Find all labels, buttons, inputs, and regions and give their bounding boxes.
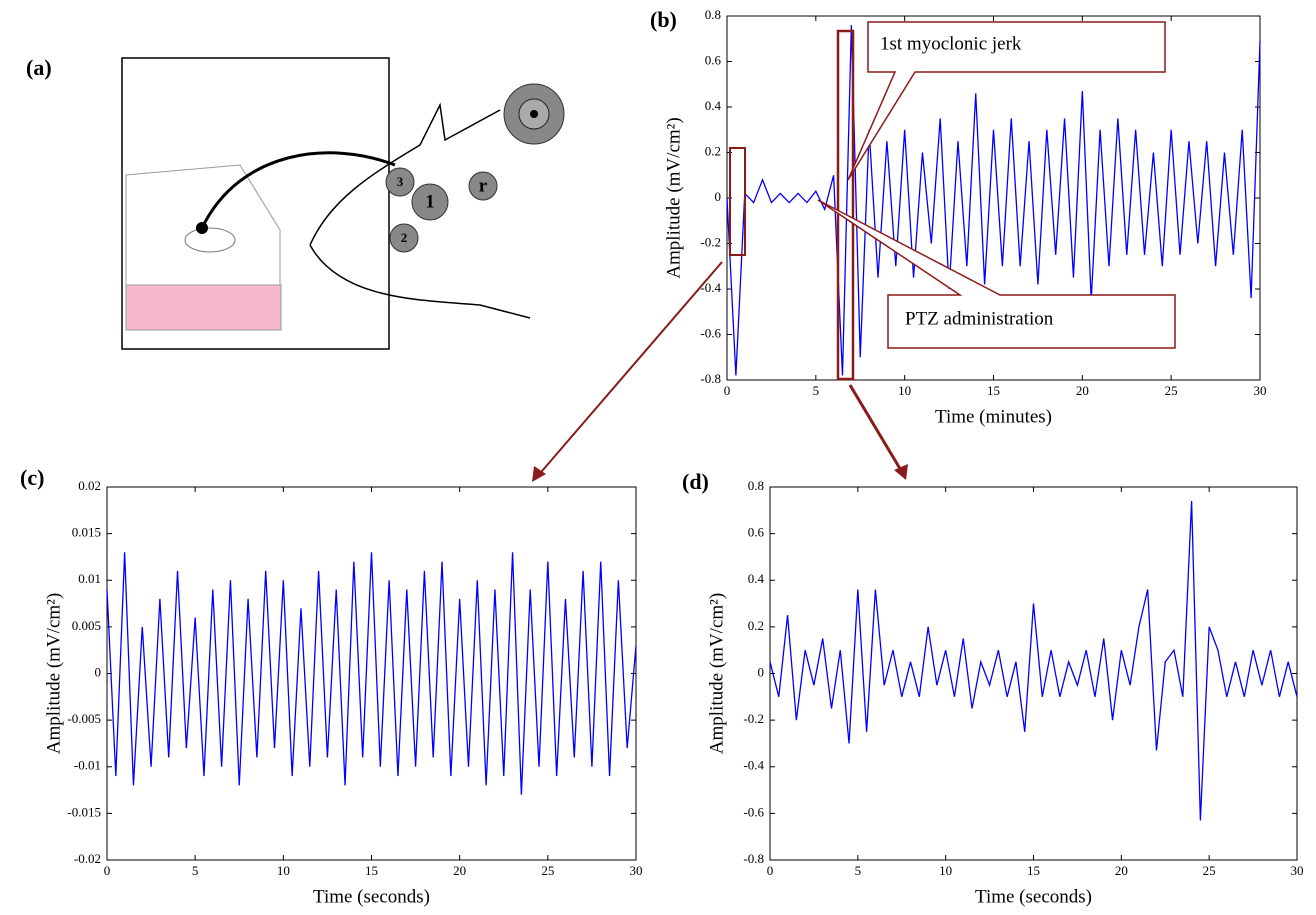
diagram-a: (a) 3 1 r 2 <box>26 55 565 350</box>
site-label: 3 <box>397 174 404 189</box>
annotations: 1st myoclonic jerk PTZ administration <box>532 21 1176 482</box>
electrode-site <box>389 223 419 253</box>
x-tick-label: 25 <box>1203 863 1216 878</box>
y-tick-label: -0.015 <box>67 804 101 819</box>
x-tick-label: 0 <box>104 863 111 878</box>
y-tick-label: 0 <box>758 664 765 679</box>
lead-wire <box>200 151 396 229</box>
y-tick-label: 0.2 <box>748 618 764 633</box>
site-label: 1 <box>425 191 435 212</box>
annotation: 1st myoclonic jerk <box>880 33 1022 54</box>
y-tick-label: 0.6 <box>705 52 722 67</box>
y-tick-label: -0.2 <box>700 234 721 249</box>
arrow-head <box>894 464 908 480</box>
panel-label: (d) <box>682 469 709 494</box>
zoom-arrow <box>848 384 904 473</box>
electrode-site <box>411 183 449 221</box>
cage <box>125 164 281 286</box>
y-axis-label: Amplitude (mV/cm²) <box>706 593 727 754</box>
y-tick-label: 0.02 <box>78 478 101 493</box>
y-tick-label: -0.6 <box>743 804 764 819</box>
y-tick-label: 0.8 <box>748 478 764 493</box>
x-axis-label: Time (seconds) <box>975 886 1092 907</box>
x-tick-label: 15 <box>987 383 1000 398</box>
x-tick-label: 25 <box>541 863 554 878</box>
y-tick-label: 0 <box>715 189 722 204</box>
y-tick-label: -0.4 <box>743 758 764 773</box>
y-axis-label: Amplitude (mV/cm²) <box>43 593 64 754</box>
y-tick-label: -0.005 <box>67 711 101 726</box>
x-tick-label: 20 <box>1115 863 1128 878</box>
y-tick-label: -0.6 <box>700 325 721 340</box>
mouse <box>184 227 236 253</box>
y-tick-label: -0.4 <box>700 280 721 295</box>
cage-base <box>125 284 282 331</box>
x-tick-label: 15 <box>1027 863 1040 878</box>
panel-label: (b) <box>650 7 677 32</box>
y-tick-label: -0.8 <box>743 851 764 866</box>
highlight-box <box>836 29 855 381</box>
x-tick-label: 15 <box>365 863 378 878</box>
callout <box>817 199 1176 349</box>
electrode-site <box>468 171 498 201</box>
plot-area <box>106 486 637 861</box>
site-label: r <box>479 175 488 196</box>
panel-label: (a) <box>26 55 52 80</box>
zoom-arrow <box>535 261 723 479</box>
x-tick-label: 30 <box>1254 383 1267 398</box>
y-tick-label: 0.8 <box>705 7 721 22</box>
arrow-head <box>532 466 546 482</box>
y-tick-label: 0.4 <box>705 98 722 113</box>
highlight-box <box>729 147 746 256</box>
x-axis-label: Time (minutes) <box>935 406 1052 427</box>
panel-label: (c) <box>20 465 44 490</box>
x-tick-label: 20 <box>453 863 466 878</box>
x-tick-label: 0 <box>724 383 731 398</box>
x-tick-label: 5 <box>855 863 862 878</box>
y-tick-label: 0.015 <box>72 525 101 540</box>
y-tick-label: 0.4 <box>748 571 765 586</box>
x-axis-label: Time (seconds) <box>313 886 430 907</box>
x-tick-label: 30 <box>630 863 643 878</box>
x-tick-label: 5 <box>192 863 199 878</box>
y-tick-label: 0.01 <box>78 571 101 586</box>
electrode-site <box>385 167 415 197</box>
y-tick-label: 0.005 <box>72 618 101 633</box>
x-tick-label: 5 <box>813 383 820 398</box>
plot-area <box>769 486 1298 861</box>
x-tick-label: 25 <box>1165 383 1178 398</box>
annotation: PTZ administration <box>905 308 1054 329</box>
x-tick-label: 30 <box>1291 863 1304 878</box>
y-axis-label: Amplitude (mV/cm²) <box>663 117 684 278</box>
callout <box>847 21 1166 181</box>
y-tick-label: 0 <box>95 664 102 679</box>
site-label: 2 <box>401 230 408 245</box>
y-tick-label: 0.2 <box>705 143 721 158</box>
y-tick-label: -0.02 <box>74 851 101 866</box>
signal-line <box>726 25 1261 376</box>
y-tick-label: -0.8 <box>700 371 721 386</box>
head-outline <box>309 102 531 319</box>
y-tick-label: -0.2 <box>743 711 764 726</box>
signal-line <box>769 500 1298 821</box>
x-tick-label: 0 <box>767 863 774 878</box>
x-tick-label: 10 <box>277 863 290 878</box>
signal-line <box>106 552 637 795</box>
x-tick-label: 10 <box>939 863 952 878</box>
y-tick-label: 0.6 <box>748 525 765 540</box>
x-tick-label: 10 <box>898 383 911 398</box>
y-tick-label: -0.01 <box>74 758 101 773</box>
target-center <box>530 110 538 118</box>
x-tick-label: 20 <box>1076 383 1089 398</box>
